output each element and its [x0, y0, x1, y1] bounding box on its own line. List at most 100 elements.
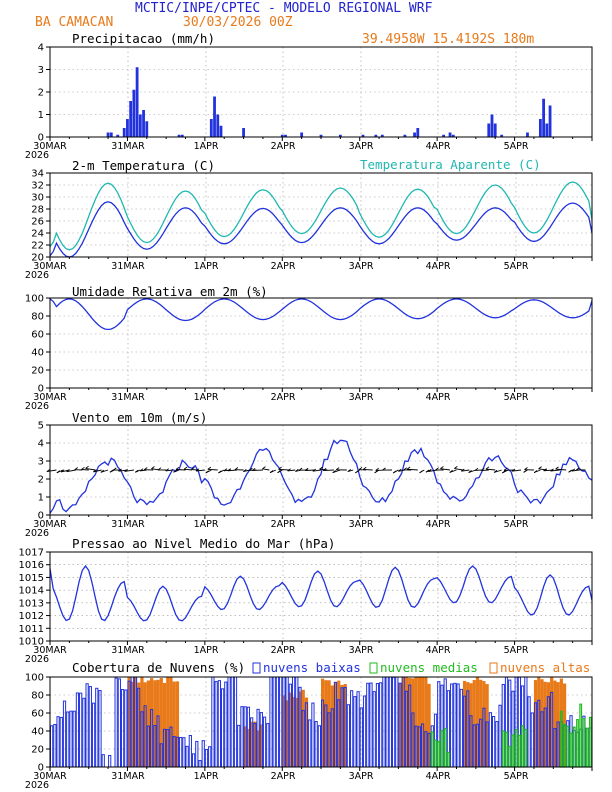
wind-barb-head: [56, 470, 61, 474]
y-tick-label: 100: [25, 673, 44, 684]
wind-barb-head: [312, 468, 317, 472]
cloud-high-bar: [172, 681, 176, 767]
wind-barb-head: [362, 466, 367, 470]
x-tick-label: 3APR: [349, 771, 374, 782]
x-year-label: 2026: [25, 780, 49, 791]
panel-6: 0 20 40 60 80 100 30MAR 31MAR 1APR 2APR 3APR 4APR 5A…: [25, 673, 593, 791]
cloud-high-bar: [462, 680, 467, 767]
wind-barb: [287, 469, 296, 472]
wind-barb-head: [571, 468, 576, 472]
wind-barb: [207, 468, 218, 471]
precip-bar: [177, 134, 181, 137]
precip-bar: [213, 96, 216, 137]
series-line-1: [49, 439, 593, 514]
cloud-low-bar: [459, 688, 463, 768]
y-tick-label: 0: [38, 133, 44, 144]
precip-bar: [284, 134, 287, 137]
x-tick-label: 3APR: [349, 519, 374, 530]
wind-barb-head: [480, 468, 485, 471]
header-title: MCTIC/INPE/CPTEC - MODELO REGIONAL WRF: [135, 1, 433, 16]
wind-barb-head: [533, 470, 538, 474]
cloud-legend-low: nuvens baixas: [263, 660, 361, 675]
wind-barb-head: [85, 465, 89, 469]
cloud-high-bar: [546, 682, 551, 767]
x-tick-label: 31MAR: [111, 141, 145, 152]
y-tick-label: 20: [31, 253, 44, 264]
cloud-legend-high: nuvens altas: [500, 660, 590, 675]
cloud-low-bar: [369, 682, 373, 768]
cloud-high-bar: [559, 678, 563, 767]
precip-bar: [416, 128, 420, 137]
wind-barb-head: [322, 468, 327, 471]
cloud-high-bar: [130, 681, 134, 767]
cloud-low-bar: [227, 676, 231, 768]
x-tick-label: 5APR: [504, 261, 529, 272]
cloud-low-bar: [191, 753, 196, 768]
precip-bar: [545, 123, 549, 137]
y-tick-label: 40: [31, 727, 44, 738]
cloud-low-bar: [385, 676, 389, 768]
y-tick-label: 0: [38, 763, 44, 774]
cloud-legend-mid: nuvens medias: [380, 660, 478, 675]
precip-bar: [135, 67, 139, 137]
cloud-mid-bar: [576, 719, 579, 768]
wind-barb: [550, 469, 560, 472]
wind-barb-head: [428, 468, 432, 472]
wind-barb-head: [157, 467, 162, 471]
cloud-high-bar: [321, 678, 325, 767]
x-tick-label: 2APR: [271, 519, 296, 530]
cloud-high-bar: [156, 679, 160, 767]
wind-barb-head: [449, 469, 453, 473]
panel-4: 0 1 2 3 4 5 30MAR 31MAR 1APR 2APR 3APR 4APR 5APR 2026: [25, 421, 593, 539]
wind-barb: [454, 468, 464, 471]
cloud-low-bar: [272, 676, 276, 768]
x-tick-label: 31MAR: [111, 771, 145, 782]
cloud-high-bar: [153, 680, 157, 767]
cloud-mid-bar: [521, 725, 525, 768]
wind-barb-head: [191, 467, 195, 470]
cloud-low-bar: [62, 700, 67, 768]
cloud-low-bar: [114, 677, 118, 768]
wind-barb-head: [298, 467, 303, 471]
wind-barb-head: [468, 469, 472, 473]
cloud-low-bar: [204, 748, 209, 768]
y-tick-label: 34: [31, 169, 44, 180]
panel-frame: [49, 297, 593, 389]
wind-barb: [461, 469, 470, 472]
precip-bar: [129, 101, 133, 137]
x-tick-label: 4APR: [426, 141, 451, 152]
x-tick-label: 5APR: [504, 519, 529, 530]
precip-bar: [116, 134, 120, 137]
cloud-low-bar: [388, 676, 392, 768]
cloud-high-bar: [304, 697, 309, 767]
panel-frame: [49, 676, 593, 768]
x-tick-label: 1APR: [194, 771, 219, 782]
cloud-low-bar: [395, 676, 399, 768]
cloud-low-bar: [275, 676, 280, 768]
wind-barb: [511, 469, 522, 472]
y-tick-label: 1: [38, 110, 44, 121]
cloud-low-bar: [279, 676, 283, 768]
wind-barb-head: [109, 469, 114, 473]
x-tick-label: 30MAR: [33, 519, 67, 530]
y-tick-label: 20: [31, 745, 44, 756]
panel-frame: [49, 424, 593, 516]
wind-barb-head: [382, 467, 386, 471]
y-tick-label: 24: [31, 229, 44, 240]
y-tick-label: 1016: [19, 560, 44, 571]
y-tick-label: 1: [38, 493, 44, 504]
cloud-low-bar: [453, 682, 457, 768]
cloud-high-bar: [469, 683, 473, 767]
x-year-label: 2026: [25, 150, 49, 161]
cloud-low-bar: [79, 692, 83, 768]
wind-barb-head: [218, 470, 222, 474]
precip-bar: [500, 134, 504, 137]
x-tick-label: 30MAR: [33, 771, 67, 782]
y-tick-label: 5: [38, 421, 44, 432]
wind-barb-head: [501, 470, 506, 474]
panel-1: 0 1 2 3 4 30MAR 31MAR 1APR 2APR 3APR 4APR 5APR 2026: [25, 43, 593, 161]
precip-bar: [338, 134, 342, 137]
cloud-low-bar: [240, 706, 244, 768]
cloud-low-bar: [230, 676, 234, 768]
